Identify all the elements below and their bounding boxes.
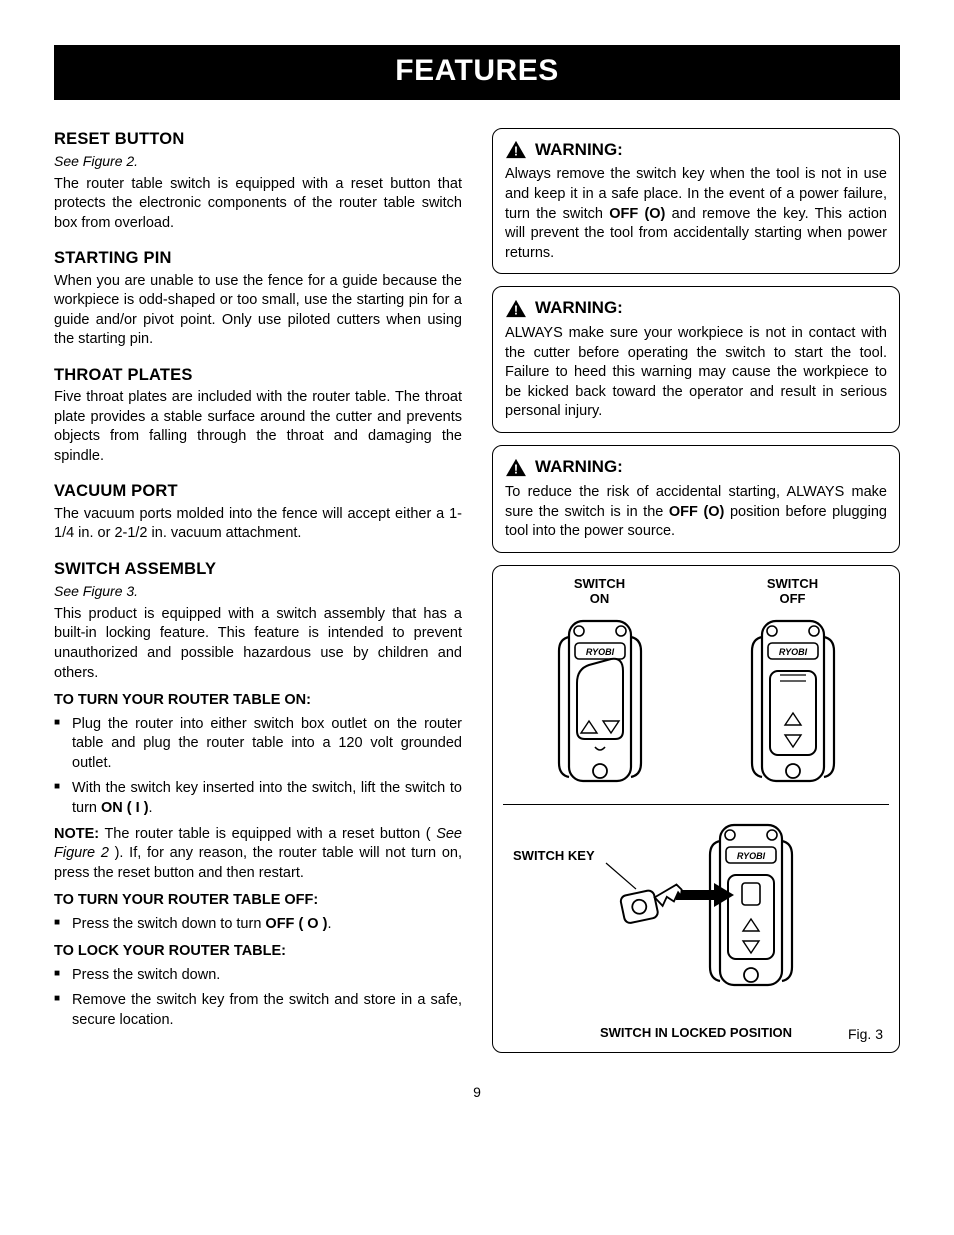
list-item: Plug the router into either switch box o… — [54, 715, 462, 774]
switch-on-label: SWITCHON — [545, 576, 655, 607]
warning-label: WARNING: — [535, 456, 623, 479]
heading-switch-assembly: SWITCH ASSEMBLY — [54, 558, 462, 580]
warning-text: Always remove the switch key when the to… — [505, 165, 887, 263]
warning-box-2: ! WARNING: ALWAYS make sure your workpie… — [492, 286, 900, 433]
warning-label: WARNING: — [535, 139, 623, 162]
switch-off-illustration: RYOBI — [738, 613, 848, 788]
period: . — [149, 800, 153, 816]
warning-heading: ! WARNING: — [505, 139, 887, 162]
warning-text: ALWAYS make sure your workpiece is not i… — [505, 324, 887, 422]
on-bold: ON ( I ) — [101, 800, 149, 816]
w1bold: OFF (O) — [609, 206, 665, 222]
switch-locked-illustration: RYOBI — [566, 819, 826, 1009]
svg-text:!: ! — [514, 145, 518, 159]
subheading-turn-off: TO TURN YOUR ROUTER TABLE OFF: — [54, 891, 462, 911]
switch-off-label: SWITCHOFF — [738, 576, 848, 607]
note-paragraph: NOTE: The router table is equipped with … — [54, 825, 462, 884]
note-a: The router table is equipped with a rese… — [99, 826, 436, 842]
throat-body: Five throat plates are included with the… — [54, 388, 462, 466]
svg-text:RYOBI: RYOBI — [778, 647, 807, 657]
svg-text:RYOBI: RYOBI — [585, 647, 614, 657]
list-item: Remove the switch key from the switch an… — [54, 991, 462, 1030]
heading-reset-button: RESET BUTTON — [54, 128, 462, 150]
warning-heading: ! WARNING: — [505, 297, 887, 320]
warning-text: To reduce the risk of accidental startin… — [505, 483, 887, 542]
right-column: ! WARNING: Always remove the switch key … — [492, 128, 900, 1053]
switch-on-illustration: RYOBI — [545, 613, 655, 788]
switch-intro: This product is equipped with a switch a… — [54, 605, 462, 683]
off-bold: OFF ( O ) — [265, 916, 327, 932]
reset-body: The router table switch is equipped with… — [54, 175, 462, 234]
turn-off-list: Press the switch down to turn OFF ( O ). — [54, 915, 462, 935]
vacuum-body: The vacuum ports molded into the fence w… — [54, 505, 462, 544]
note-label: NOTE: — [54, 826, 99, 842]
heading-throat-plates: THROAT PLATES — [54, 364, 462, 386]
figure-number: Fig. 3 — [848, 1025, 883, 1044]
subheading-lock: TO LOCK YOUR ROUTER TABLE: — [54, 942, 462, 962]
warning-icon: ! — [505, 140, 527, 159]
subheading-turn-on: TO TURN YOUR ROUTER TABLE ON: — [54, 691, 462, 711]
w3bold: OFF (O) — [669, 504, 724, 520]
turn-on-list: Plug the router into either switch box o… — [54, 715, 462, 819]
left-column: RESET BUTTON See Figure 2. The router ta… — [54, 128, 462, 1053]
svg-text:RYOBI: RYOBI — [737, 851, 766, 861]
warning-icon: ! — [505, 458, 527, 477]
fig-ref-3: See Figure 3. — [54, 582, 462, 601]
list-item: With the switch key inserted into the sw… — [54, 779, 462, 818]
svg-text:!: ! — [514, 462, 518, 476]
period: . — [327, 916, 331, 932]
switch-on-cell: SWITCHON RYOBI — [545, 576, 655, 795]
page-number: 9 — [54, 1083, 900, 1102]
warning-box-1: ! WARNING: Always remove the switch key … — [492, 128, 900, 275]
warning-heading: ! WARNING: — [505, 456, 887, 479]
starting-pin-body: When you are unable to use the fence for… — [54, 272, 462, 350]
note-b: ). If, for any reason, the router table … — [54, 845, 462, 881]
heading-starting-pin: STARTING PIN — [54, 247, 462, 269]
off-pre: Press the switch down to turn — [72, 916, 265, 932]
warning-box-3: ! WARNING: To reduce the risk of acciden… — [492, 445, 900, 553]
section-banner: FEATURES — [54, 45, 900, 100]
heading-vacuum-port: VACUUM PORT — [54, 480, 462, 502]
figure-bottom: SWITCH KEY RYOBI — [503, 815, 889, 1043]
figure-top-row: SWITCHON RYOBI — [503, 576, 889, 806]
switch-off-cell: SWITCHOFF RYOBI — [738, 576, 848, 795]
fig-ref-2: See Figure 2. — [54, 152, 462, 171]
locked-position-label: SWITCH IN LOCKED POSITION — [600, 1024, 792, 1042]
list-item: Press the switch down to turn OFF ( O ). — [54, 915, 462, 935]
warning-icon: ! — [505, 299, 527, 318]
two-column-layout: RESET BUTTON See Figure 2. The router ta… — [54, 128, 900, 1053]
list-item: Press the switch down. — [54, 966, 462, 986]
svg-text:!: ! — [514, 304, 518, 318]
switch-key-label: SWITCH KEY — [513, 847, 595, 865]
warning-label: WARNING: — [535, 297, 623, 320]
figure-3-box: SWITCHON RYOBI — [492, 565, 900, 1053]
lock-list: Press the switch down. Remove the switch… — [54, 966, 462, 1031]
